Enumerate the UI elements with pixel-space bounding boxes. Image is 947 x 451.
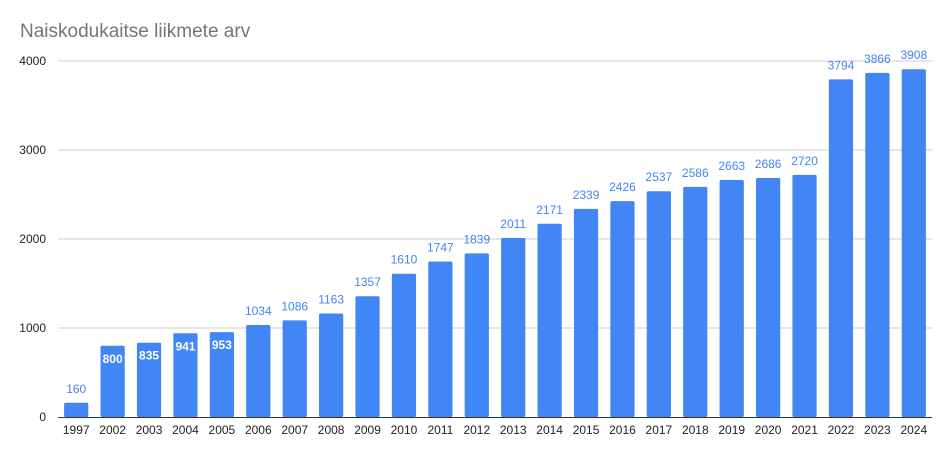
y-tick-label: 1000 — [19, 321, 46, 335]
x-tick-label: 2010 — [391, 423, 418, 437]
x-tick-label: 2008 — [318, 423, 345, 437]
data-label: 800 — [103, 352, 123, 366]
data-label: 3866 — [864, 52, 891, 66]
bar — [355, 296, 380, 417]
bar — [428, 261, 453, 417]
y-tick-label: 2000 — [19, 232, 46, 246]
data-label: 953 — [212, 338, 232, 352]
data-label: 2537 — [646, 170, 673, 184]
data-label: 2011 — [500, 217, 526, 231]
data-label: 3908 — [900, 48, 927, 62]
x-tick-label: 2017 — [646, 423, 673, 437]
data-label: 2720 — [791, 154, 818, 168]
chart-title: Naiskodukaitse liikmete arv — [20, 21, 251, 42]
bar — [901, 69, 926, 417]
bar — [209, 332, 234, 417]
data-label: 941 — [175, 339, 195, 353]
y-axis-ticks: 0 1000 2000 3000 4000 — [19, 54, 46, 424]
bar — [828, 79, 854, 417]
data-label: 1610 — [391, 253, 418, 267]
bar — [136, 342, 162, 417]
data-label: 2426 — [609, 180, 636, 194]
bar — [610, 201, 635, 417]
data-label: 3794 — [828, 58, 855, 72]
x-tick-label: 2014 — [536, 423, 563, 437]
bar — [246, 324, 271, 417]
x-tick-label: 2015 — [573, 423, 600, 437]
x-tick-label: 2018 — [682, 423, 709, 437]
data-label: 2171 — [536, 203, 563, 217]
x-tick-label: 2021 — [791, 423, 818, 437]
y-tick-label: 0 — [39, 410, 46, 424]
x-tick-label: 2013 — [500, 423, 527, 437]
data-label: 1034 — [245, 304, 272, 318]
data-label: 2686 — [755, 157, 782, 171]
x-tick-label: 1997 — [63, 423, 90, 437]
bar — [573, 208, 599, 417]
bars — [64, 69, 926, 418]
bar — [464, 253, 489, 417]
bar — [537, 223, 562, 417]
data-labels: 160 800 835 941 953 1034 1086 1163 1357 1610 1747 1… — [66, 48, 927, 396]
bar — [865, 72, 890, 418]
y-tick-label: 3000 — [19, 143, 46, 157]
data-label: 1357 — [354, 275, 381, 289]
x-tick-label: 2007 — [281, 423, 308, 437]
x-tick-label: 2016 — [609, 423, 636, 437]
x-tick-label: 2023 — [864, 423, 891, 437]
x-tick-label: 2019 — [718, 423, 745, 437]
bar — [319, 313, 344, 417]
bar — [792, 174, 817, 417]
data-label: 2663 — [718, 159, 745, 173]
bar — [719, 179, 744, 417]
bar — [646, 191, 671, 417]
x-tick-label: 2012 — [463, 423, 490, 437]
x-tick-label: 2006 — [245, 423, 272, 437]
data-label: 2586 — [682, 166, 709, 180]
x-tick-label: 2009 — [354, 423, 381, 437]
bar — [756, 177, 781, 417]
y-tick-label: 4000 — [19, 54, 46, 68]
x-axis-ticks: 1997 2002 2003 2004 2005 2006 2007 2008 2009 2010… — [63, 423, 928, 437]
data-label: 2339 — [573, 188, 600, 202]
grid-lines — [58, 60, 932, 329]
x-tick-label: 2022 — [828, 423, 855, 437]
x-tick-label: 2011 — [427, 423, 453, 437]
x-tick-label: 2004 — [172, 423, 199, 437]
bar — [100, 345, 125, 417]
x-tick-label: 2005 — [209, 423, 236, 437]
bar — [282, 320, 307, 417]
x-tick-label: 2024 — [900, 423, 927, 437]
bar — [501, 238, 526, 417]
x-tick-label: 2003 — [136, 423, 163, 437]
data-label: 1163 — [318, 292, 344, 306]
x-tick-label: 2002 — [99, 423, 126, 437]
bar — [64, 402, 89, 417]
bar — [391, 273, 417, 417]
data-label: 1086 — [281, 299, 308, 313]
bar — [683, 186, 708, 417]
bar — [173, 333, 198, 417]
data-label: 1839 — [463, 232, 490, 246]
x-tick-label: 2020 — [755, 423, 782, 437]
data-label: 835 — [139, 349, 159, 363]
data-label: 1747 — [427, 241, 454, 255]
data-label: 160 — [66, 382, 86, 396]
